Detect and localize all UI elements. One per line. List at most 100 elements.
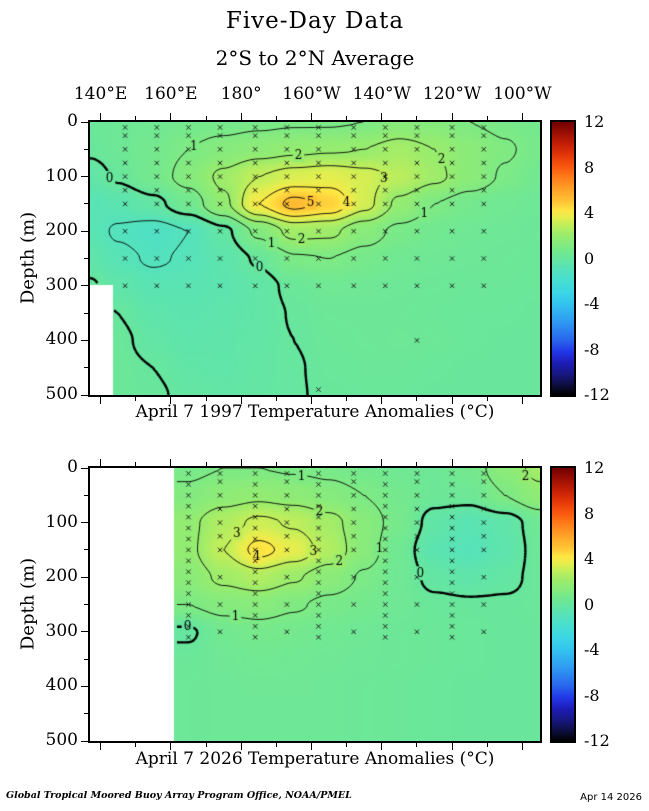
lon-minor-tick [416, 462, 418, 466]
lon-major-tick [310, 459, 312, 466]
lon-major-tick [381, 397, 383, 404]
lon-minor-tick [275, 462, 277, 466]
lon-axis-label: 140°W [352, 84, 412, 104]
colorbar-tick-label: -12 [584, 731, 610, 750]
depth-major-tick [81, 740, 88, 742]
colorbar-tick-label: 12 [584, 112, 605, 131]
lon-axis-label: 120°W [422, 84, 482, 104]
colorbar-tick-label: 8 [584, 157, 595, 177]
lon-axis-label: 100°W [493, 84, 552, 104]
panel-frame-2026 [88, 466, 542, 743]
lon-axis-label: 140°E [73, 84, 128, 104]
lon-minor-tick [416, 397, 418, 401]
lon-minor-tick [275, 743, 277, 747]
lon-minor-tick [135, 397, 137, 401]
lon-minor-tick [275, 116, 277, 120]
depth-axis-label: 400 [45, 675, 78, 696]
lon-major-tick [451, 397, 453, 404]
colorbar-tick-label: 0 [584, 594, 595, 614]
depth-major-tick [81, 339, 88, 341]
lon-minor-tick [346, 743, 348, 747]
temperature-anomaly-section-1997 [90, 122, 540, 395]
depth-axis-title-top: Depth (m) [17, 211, 39, 305]
lon-major-tick [170, 459, 172, 466]
depth-minor-tick [84, 713, 88, 715]
colorbar-frame-1997 [550, 120, 576, 397]
lon-major-tick [240, 459, 242, 466]
caption-2026: April 7 2026 Temperature Anomalies (°C) [135, 749, 495, 769]
lon-major-tick [240, 743, 242, 750]
depth-axis-label: 500 [45, 384, 78, 404]
lon-minor-tick [205, 397, 207, 401]
depth-axis-title-bottom: Depth (m) [17, 557, 39, 651]
depth-axis-label: 0 [67, 111, 78, 131]
depth-axis-label: 0 [67, 457, 78, 477]
lon-major-tick [310, 743, 312, 750]
colorbar-1997 [552, 122, 574, 395]
depth-major-tick [81, 230, 88, 232]
lon-major-tick [240, 397, 242, 404]
depth-minor-tick [84, 604, 88, 605]
lon-major-tick [100, 743, 102, 750]
depth-axis-label: 200 [45, 566, 78, 587]
depth-major-tick [81, 522, 88, 524]
depth-major-tick [81, 176, 88, 178]
lon-major-tick [381, 113, 383, 120]
depth-major-tick [81, 121, 88, 123]
colorbar-tick-label: 4 [584, 549, 595, 568]
lon-major-tick [521, 743, 523, 750]
lon-minor-tick [135, 462, 137, 466]
depth-axis-label: 400 [45, 329, 78, 350]
colorbar-tick-label: -4 [584, 294, 600, 313]
lon-minor-tick [275, 397, 277, 401]
lon-major-tick [100, 397, 102, 404]
lon-minor-tick [416, 743, 418, 747]
lon-axis-label: 180° [220, 84, 262, 104]
figure-subtitle: 2°S to 2°N Average [215, 46, 415, 70]
colorbar-tick-label: 12 [584, 458, 605, 477]
colorbar-tick-label: 4 [584, 203, 595, 222]
lon-major-tick [170, 743, 172, 750]
lon-major-tick [521, 397, 523, 404]
depth-minor-tick [84, 148, 88, 150]
depth-axis-label: 200 [45, 220, 78, 241]
lon-major-tick [240, 113, 242, 120]
lon-major-tick [521, 113, 523, 120]
lon-minor-tick [346, 462, 348, 466]
depth-axis-label: 300 [45, 274, 78, 295]
depth-major-tick [81, 467, 88, 469]
depth-major-tick [81, 631, 88, 633]
program-office-credit: Global Tropical Moored Buoy Array Progra… [6, 790, 352, 801]
lon-axis-label: 160°E [144, 84, 198, 104]
lon-minor-tick [486, 116, 488, 120]
depth-axis-label: 100 [45, 165, 78, 186]
lon-minor-tick [205, 462, 207, 466]
lon-minor-tick [486, 743, 488, 747]
depth-minor-tick [84, 203, 88, 205]
lon-major-tick [310, 397, 312, 404]
depth-minor-tick [84, 312, 88, 314]
lon-major-tick [451, 743, 453, 750]
depth-axis-label: 100 [45, 511, 78, 532]
lon-major-tick [100, 459, 102, 466]
lon-major-tick [310, 113, 312, 120]
colorbar-tick-label: 0 [584, 248, 595, 268]
depth-major-tick [81, 576, 88, 578]
colorbar-frame-2026 [550, 466, 576, 743]
lon-major-tick [451, 113, 453, 120]
lon-minor-tick [205, 743, 207, 747]
depth-minor-tick [84, 494, 88, 496]
lon-major-tick [381, 459, 383, 466]
lon-minor-tick [346, 116, 348, 120]
lon-major-tick [100, 113, 102, 120]
plot-date: Apr 14 2026 [580, 792, 642, 803]
lon-axis-label: 160°W [282, 84, 341, 104]
panel-frame-1997 [88, 120, 542, 397]
lon-minor-tick [486, 462, 488, 466]
caption-1997: April 7 1997 Temperature Anomalies (°C) [135, 402, 495, 422]
colorbar-2026 [552, 468, 574, 741]
depth-major-tick [81, 685, 88, 687]
colorbar-tick-label: -12 [584, 385, 610, 404]
lon-minor-tick [135, 116, 137, 120]
